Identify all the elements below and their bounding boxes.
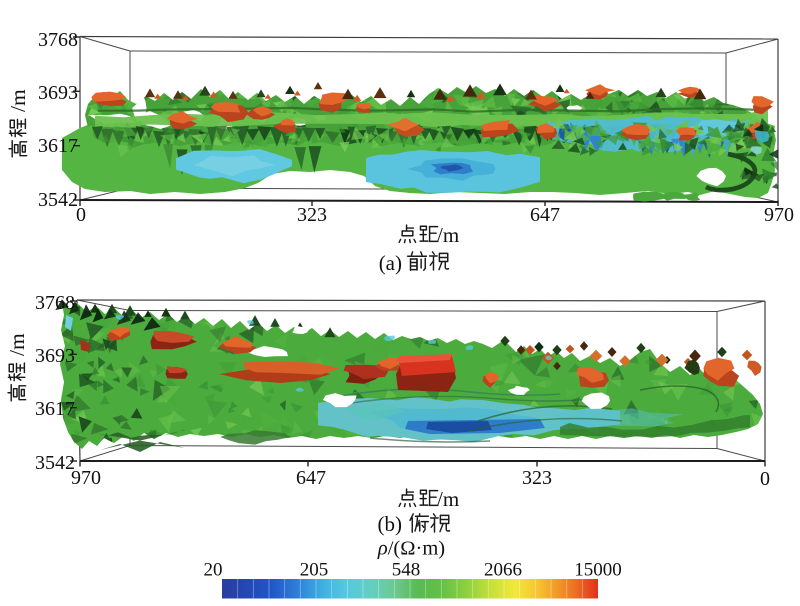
svg-text:(b): (b) bbox=[378, 512, 403, 536]
svg-text:3542: 3542 bbox=[35, 452, 75, 474]
svg-text:3693: 3693 bbox=[35, 345, 75, 367]
svg-text:/m: /m bbox=[437, 487, 459, 511]
svg-text:/m: /m bbox=[6, 89, 30, 112]
svg-text:15000: 15000 bbox=[574, 560, 622, 581]
svg-text:2066: 2066 bbox=[484, 560, 522, 581]
svg-text:3768: 3768 bbox=[35, 292, 75, 314]
svg-text:/m: /m bbox=[5, 333, 29, 356]
svg-text:205: 205 bbox=[300, 560, 329, 581]
svg-text:ρ/(Ω·m): ρ/(Ω·m) bbox=[377, 538, 445, 560]
svg-text:548: 548 bbox=[392, 560, 421, 581]
svg-text:0: 0 bbox=[760, 468, 770, 490]
svg-text:3617: 3617 bbox=[38, 135, 78, 157]
svg-text:323: 323 bbox=[297, 204, 327, 226]
svg-text:3542: 3542 bbox=[38, 189, 78, 211]
svg-text:970: 970 bbox=[71, 467, 101, 489]
svg-text:/m: /m bbox=[437, 223, 459, 247]
svg-text:3617: 3617 bbox=[35, 398, 75, 420]
svg-text:647: 647 bbox=[530, 204, 560, 226]
svg-text:3768: 3768 bbox=[38, 29, 78, 51]
svg-text:323: 323 bbox=[522, 467, 552, 489]
svg-text:20: 20 bbox=[204, 560, 223, 581]
svg-text:(a): (a) bbox=[379, 251, 402, 275]
svg-text:647: 647 bbox=[296, 467, 326, 489]
svg-text:0: 0 bbox=[76, 204, 86, 226]
svg-text:3693: 3693 bbox=[38, 82, 78, 104]
svg-text:970: 970 bbox=[764, 204, 794, 226]
